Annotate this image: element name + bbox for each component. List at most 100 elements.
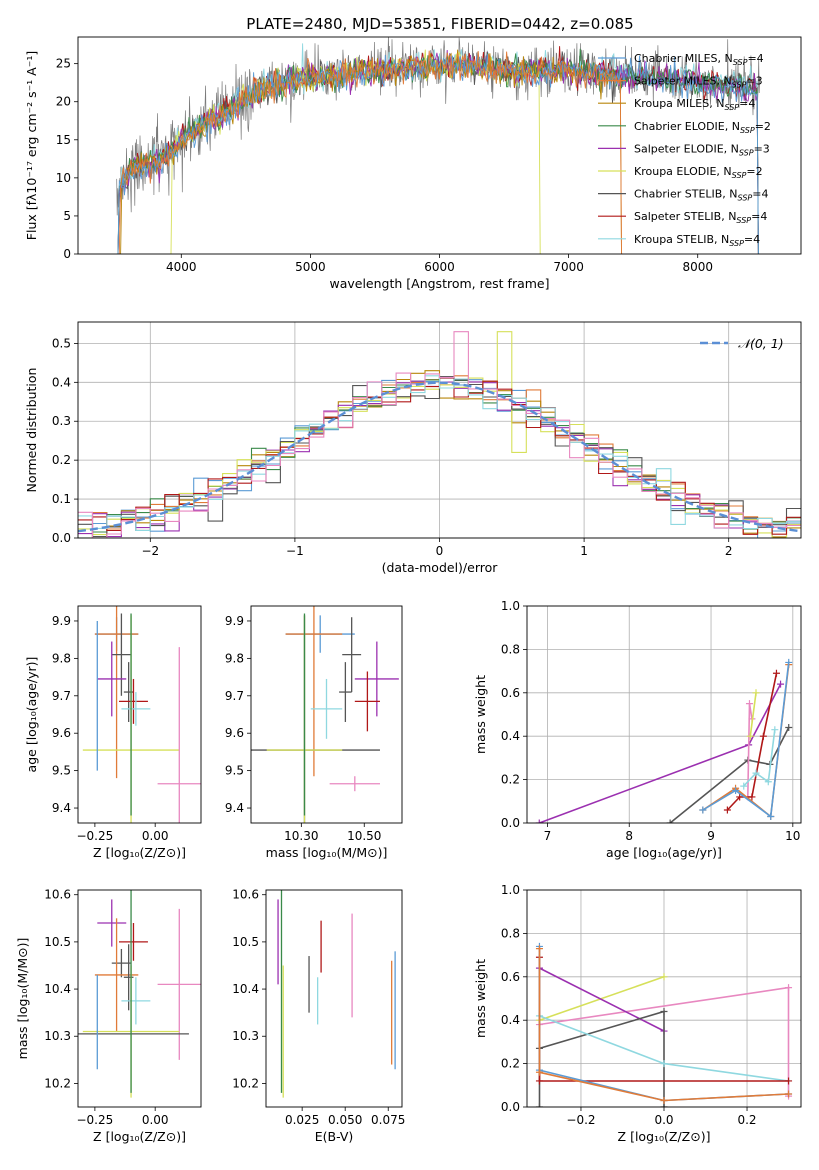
weight-vs-age-panel-marker: [723, 806, 731, 814]
weight-vs-age-panel-marker: [767, 812, 775, 820]
weight-vs-age-panel-ylabel: mass weight: [473, 675, 488, 754]
legend-label-end: =4: [739, 97, 755, 110]
weight-vs-Z-panel-line-3: [539, 967, 665, 1032]
spectrum-panel-xtick-label: 7000: [553, 260, 584, 274]
mass-vs-ebv-panel-ytick-label: 10.4: [232, 982, 259, 996]
weight-vs-Z-panel-marker: [785, 984, 793, 992]
legend-normal-label: 𝒩(0, 1): [738, 336, 784, 351]
weight-vs-Z-panel-marker: [535, 945, 543, 953]
mass-vs-Z-panel-ylabel: mass [log₁₀(M/M⊙)]: [15, 938, 30, 1060]
age-vs-Z-panel-ylabel: age [log₁₀(age/yr)]: [24, 657, 39, 773]
weight-vs-age-panel-ytick-label: 0.8: [501, 642, 520, 656]
weight-vs-Z-panel-marker: [660, 1060, 668, 1068]
spectrum-panel-ytick-label: 20: [56, 95, 71, 109]
residuals-panel-ylabel: Normed distribution: [24, 368, 39, 493]
residuals-panel-xtick-label: −2: [141, 544, 159, 558]
weight-vs-Z-panel-frame: [526, 889, 802, 1108]
weight-vs-Z-panel-line-4: [538, 1010, 665, 1107]
legend-label-main: Chabrier MILES, N: [634, 52, 733, 65]
legend-label-sub: SSP: [738, 194, 753, 203]
spectrum-panel-xtick-label: 6000: [424, 260, 455, 274]
legend-label-sub: SSP: [733, 58, 748, 67]
residuals-panel-ytick-label: 0.3: [52, 414, 71, 428]
age-vs-Z-panel-ytick-label: 9.7: [52, 689, 71, 703]
weight-vs-Z-panel-line-2: [539, 976, 665, 1021]
mass-vs-ebv-panel-ytick-label: 10.5: [232, 935, 259, 949]
mass-vs-ebv-panel-frame: [265, 889, 403, 1108]
weight-vs-age-panel-marker: [752, 689, 760, 697]
weight-vs-age-panel-marker: [785, 658, 793, 666]
legend-label-8: Salpeter STELIB, NSSP=4: [634, 210, 767, 225]
residuals-panel-xlabel: (data-model)/error: [382, 560, 499, 575]
weight-vs-Z-panel-line-8: [538, 948, 789, 1102]
weight-vs-age-panel-marker: [746, 732, 754, 740]
weight-vs-age-panel-marker: [777, 680, 785, 688]
spectrum-panel-plot-area: [116, 37, 761, 254]
legend-label-5: Salpeter ELODIE, NSSP=3: [634, 142, 770, 157]
weight-vs-age-panel-xlabel: age [log₁₀(age/yr)]: [606, 845, 722, 860]
spectrum-panel-ytick-label: 0: [63, 247, 71, 261]
age-vs-mass-panel-ytick-label: 9.8: [225, 651, 244, 665]
mass-vs-ebv-panel-ytick-label: 10.2: [232, 1076, 259, 1090]
age-vs-mass-panel-ytick-label: 9.7: [225, 689, 244, 703]
legend-label-main: Salpeter MILES, N: [634, 75, 732, 88]
legend-label-2: Salpeter MILES, NSSP=3: [634, 75, 763, 90]
residuals-panel-xtick-label: −1: [286, 544, 304, 558]
legend-label-sub: SSP: [724, 103, 739, 112]
residuals-panel-ytick-label: 0.2: [52, 453, 71, 467]
weight-vs-Z-panel-xtick-label: 0.2: [737, 1113, 756, 1127]
residuals-panel-ytick-label: 0.0: [52, 531, 71, 545]
weight-vs-Z-panel-marker: [535, 1103, 543, 1107]
legend-label-3: Kroupa MILES, NSSP=4: [634, 97, 755, 112]
legend-label-main: Chabrier STELIB, N: [634, 188, 738, 201]
age-vs-Z-panel-plot-area: [82, 606, 201, 823]
spectrum-panel: 4000 5000 6000 7000 8000 0 5 10 15 20 25 wavelength…: [24, 36, 802, 291]
weight-vs-age-panel-line-3: [747, 703, 753, 798]
mass-vs-Z-panel-ytick-label: 10.5: [44, 935, 71, 949]
weight-vs-age-panel-ytick-label: 0.0: [501, 816, 520, 830]
weight-vs-age-panel-line-1: [539, 683, 782, 823]
spectrum-panel-ytick-label: 25: [56, 57, 71, 71]
legend-label-sub: SSP: [739, 148, 754, 157]
legend-label-main: Chabrier ELODIE, N: [634, 120, 740, 133]
weight-vs-age-panel-ytick-label: 0.2: [501, 773, 520, 787]
mass-vs-Z-panel-xtick-label: 0.00: [142, 1113, 169, 1127]
spectrum-panel-frame: [77, 36, 802, 255]
spectrum-panel-xtick-label: 8000: [682, 260, 713, 274]
weight-vs-Z-panel-ylabel: mass weight: [473, 959, 488, 1038]
weight-vs-age-panel: 7 8 9 10 0.0 0.2 0.4 0.6 0.8 1.0 age [log₁₀(age/yr…: [473, 599, 802, 860]
legend-label-end: =2: [746, 165, 762, 178]
residuals-panel: −2 −1 0 1 2 0.0 0.1 0.2 0.3 0.4 0.5 (data-model)/er…: [24, 321, 802, 575]
weight-vs-age-panel-ytick-label: 1.0: [501, 599, 520, 613]
legend-label-7: Chabrier STELIB, NSSP=4: [634, 188, 768, 203]
legend-label-sub: SSP: [732, 81, 747, 90]
legend-label-end: =2: [755, 120, 771, 133]
normal-curve: [78, 381, 801, 533]
weight-vs-age-panel-marker: [785, 724, 793, 732]
weight-vs-Z-panel-ytick-label: 0.6: [501, 970, 520, 984]
legend-label-main: Kroupa ELODIE, N: [634, 165, 732, 178]
age-vs-mass-panel-ytick-label: 9.4: [225, 801, 244, 815]
age-vs-Z-panel-xtick-label: −0.25: [76, 829, 113, 843]
residuals-panel-frame: [77, 321, 802, 539]
mass-vs-Z-panel-ytick-label: 10.3: [44, 1029, 71, 1043]
age-vs-Z-panel-ytick-label: 9.9: [52, 614, 71, 628]
weight-vs-age-panel-marker: [748, 793, 756, 801]
legend-label-1: Chabrier MILES, NSSP=4: [634, 52, 764, 67]
legend-label-end: =4: [744, 233, 760, 246]
weight-vs-Z-panel-ytick-label: 1.0: [501, 883, 520, 897]
weight-vs-Z-panel-marker: [660, 973, 668, 981]
legend-label-sub: SSP: [740, 126, 755, 135]
age-vs-Z-panel-ytick-label: 9.4: [52, 801, 71, 815]
mass-vs-ebv-panel-xtick-label: 0.050: [328, 1113, 362, 1127]
weight-vs-Z-panel-marker: [535, 1068, 543, 1076]
weight-vs-age-panel-line-8: [702, 662, 790, 818]
legend-label-main: Kroupa STELIB, N: [634, 233, 729, 246]
residuals-panel-xtick-label: 0: [436, 544, 444, 558]
mass-vs-Z-panel-frame: [77, 889, 202, 1108]
legend-label-9: Kroupa STELIB, NSSP=4: [634, 233, 760, 248]
weight-vs-age-panel-marker: [732, 786, 740, 794]
age-vs-mass-panel-xlabel: mass [log₁₀(M/M⊙)]: [266, 845, 388, 860]
weight-vs-Z-panel-ytick-label: 0.2: [501, 1057, 520, 1071]
